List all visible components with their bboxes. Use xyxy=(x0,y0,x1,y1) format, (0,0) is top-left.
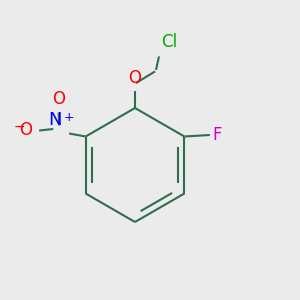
Text: F: F xyxy=(212,126,221,144)
Text: N: N xyxy=(48,111,61,129)
Text: +: + xyxy=(63,112,74,124)
Text: O: O xyxy=(128,69,142,87)
Text: Cl: Cl xyxy=(161,33,177,51)
Text: O: O xyxy=(20,122,32,140)
Text: O: O xyxy=(52,90,65,108)
Text: −: − xyxy=(14,120,26,134)
